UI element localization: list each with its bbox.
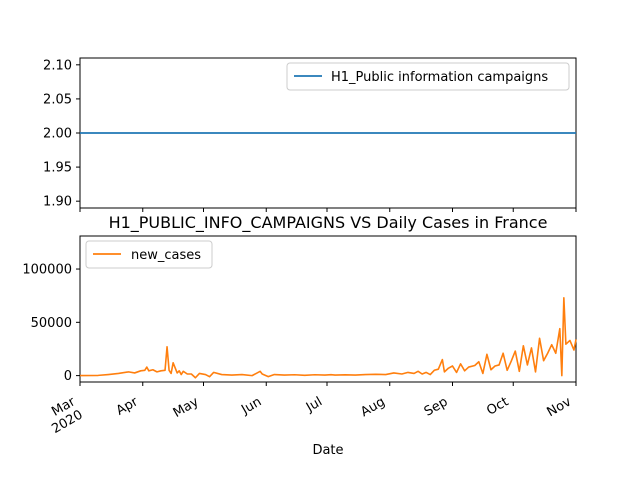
bottom-y-ticks: 0 50000 100000: [22, 263, 80, 384]
bottom-x-tick-label: Apr: [114, 394, 142, 419]
top-y-tick-label: 2.00: [43, 127, 72, 142]
bottom-legend-label: new_cases: [131, 248, 201, 263]
bottom-x-tick-label: Jun: [238, 394, 264, 418]
top-y-tick-label: 1.90: [43, 195, 72, 210]
top-y-tick-label: 2.10: [43, 58, 72, 73]
top-subplot: 1.90 1.95 2.00 2.05 2.10 H1_Public informati…: [43, 57, 577, 212]
top-y-ticks: 1.90 1.95 2.00 2.05 2.10: [43, 58, 80, 210]
bottom-legend: new_cases: [85, 240, 213, 269]
bottom-x-tick-label: May: [171, 394, 202, 421]
bottom-x-tick-label: Nov: [545, 394, 575, 420]
bottom-subplot: H1_PUBLIC_INFO_CAMPAIGNS VS Daily Cases …: [22, 213, 577, 458]
top-legend-box: [286, 62, 570, 91]
top-legend: H1_Public information campaigns: [286, 62, 570, 91]
top-x-ticks: [79, 208, 577, 212]
bottom-x-tick-label: Mar2020: [42, 394, 86, 437]
chart-title: H1_PUBLIC_INFO_CAMPAIGNS VS Daily Cases …: [109, 213, 548, 233]
bottom-x-tick-label: Aug: [358, 394, 387, 420]
top-y-tick-label: 2.05: [43, 92, 72, 107]
bottom-x-tick-label: Jul: [303, 394, 325, 415]
bottom-series: [79, 297, 577, 379]
bottom-y-tick-label: 50000: [31, 316, 72, 331]
bottom-x-tick-label: Oct: [484, 394, 511, 418]
bottom-plot-area: [79, 235, 577, 383]
top-legend-label: H1_Public information campaigns: [331, 70, 548, 85]
bottom-y-tick-label: 100000: [22, 263, 72, 278]
x-axis-label: Date: [312, 443, 343, 458]
bottom-x-tick-label: Sep: [422, 394, 451, 419]
bottom-legend-box: [85, 240, 213, 269]
series-line-new-cases: [79, 297, 577, 379]
bottom-y-tick-label: 0: [64, 369, 72, 384]
top-y-tick-label: 1.95: [43, 161, 72, 176]
bottom-x-ticks: Mar2020 Apr May Jun Jul Aug Sep Oct Nov: [42, 382, 577, 437]
